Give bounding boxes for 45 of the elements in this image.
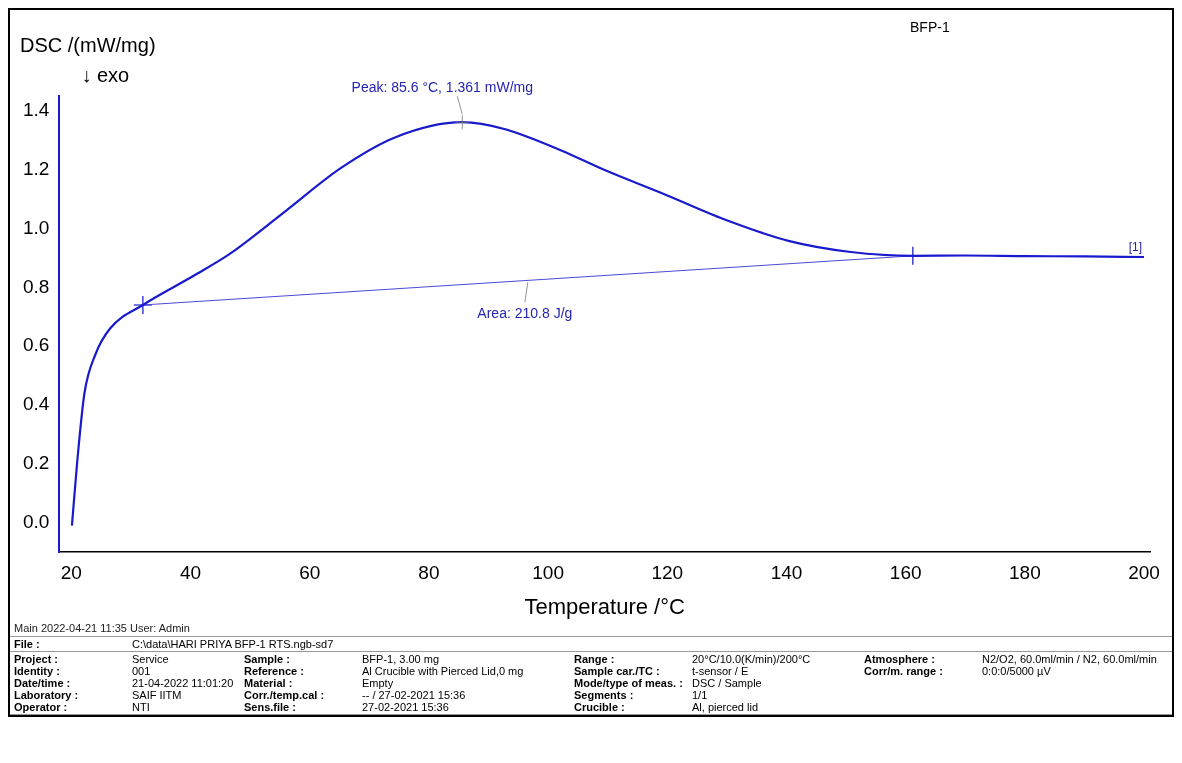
text: Corr/m. range : 0:0:0/5000 µV [864,665,1051,677]
text: Sens.file : 27-02-2021 15:36 [244,701,449,713]
x-tick-label: 100 [532,561,564,583]
x-tick-label: 120 [651,561,684,583]
annotation: Peak: 85.6 °C, 1.361 mW/mg [351,79,533,96]
text: File : C:\data\HARI PRIYA BFP-1 RTS.ngb-sd7 [14,638,334,650]
y-tick-label: 0.8 [22,275,50,297]
x-axis-title: Temperature /°C [524,594,686,619]
y-tick-label: 1.4 [22,98,50,120]
y-tick-label: 0.6 [22,334,50,356]
text: Date/time : 21-04-2022 11:01:20 [14,677,234,689]
text: Crucible : Al, pierced lid [574,701,759,713]
text: Segments : 1/1 [574,689,708,701]
y-tick-label: 0.0 [22,511,50,532]
y-tick-label: 0.2 [22,452,50,474]
x-tick-label: 80 [418,561,440,583]
x-tick-label: 20 [60,561,82,583]
x-tick-label: 40 [179,561,202,583]
text: BFP-1 [910,19,950,35]
text: Identity : 001 [14,665,151,677]
text: Sample car./TC : t-sensor / E [574,665,749,677]
y-tick-label: 1.0 [22,216,50,238]
x-tick-label: 60 [299,561,321,583]
y-tick-label: 1.2 [22,157,50,179]
text: Sample : BFP-1, 3.00 mg [244,653,440,665]
text: Reference : Al Crucible with Pierced Lid,0 mg [244,665,524,677]
annotation: [1] [1128,239,1143,254]
text: Material : Empty [244,677,394,689]
text: Main 2022-04-21 11:35 User: Admin [13,622,191,636]
x-tick-label: 160 [889,561,922,583]
text: Operator : NTI [14,701,150,713]
text: Laboratory : SAIF IITM [14,689,182,701]
y-axis-title: DSC /(mW/mg) [20,34,156,56]
x-tick-label: 180 [1009,561,1041,583]
text: Mode/type of meas. : DSC / Sample [574,677,762,689]
x-tick-label: 140 [770,561,803,583]
y-tick-label: 0.4 [22,393,50,415]
point [133,295,153,315]
text: Project : Service [14,653,169,665]
x-tick-label: 200 [1128,561,1160,583]
text: Range : 20°C/10.0(K/min)/200°C [574,653,811,665]
text: Corr./temp.cal : -- / 27-02-2021 15:36 [244,689,466,701]
annotation: Area: 210.8 J/g [477,305,573,322]
text: ↓ exo [81,64,130,86]
text: Atmosphere : N2/O2, 60.0ml/min / N2, 60.0ml/min [864,653,1157,665]
